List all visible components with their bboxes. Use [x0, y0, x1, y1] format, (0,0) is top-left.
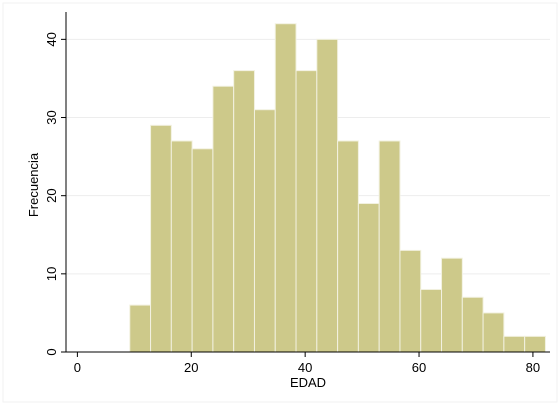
histogram-bar: [399, 249, 422, 353]
histogram-bar: [482, 312, 505, 353]
x-tick-label: 0: [74, 360, 81, 375]
axes: 0 10 20 30 40 0 20 40 60 80: [44, 12, 550, 375]
y-axis-label: Frecuencia: [26, 152, 41, 217]
histogram-bar: [357, 202, 380, 353]
histogram-bar: [191, 148, 214, 353]
histogram-bar: [295, 70, 318, 353]
bars: [129, 23, 546, 353]
x-axis-label: EDAD: [290, 375, 326, 390]
y-tick-label: 20: [44, 188, 59, 202]
histogram-bar: [212, 85, 235, 353]
x-tick-label: 80: [526, 360, 540, 375]
histogram-bar: [150, 124, 172, 353]
histogram-bar: [253, 109, 276, 353]
histogram-bar: [441, 257, 463, 353]
histogram-bar: [274, 23, 297, 353]
y-tick-label: 10: [44, 267, 59, 281]
histogram-bar: [170, 140, 193, 353]
y-tick-label: 0: [44, 348, 59, 355]
histogram-bar: [503, 335, 526, 353]
histogram-bar: [461, 296, 484, 353]
x-tick-label: 40: [298, 360, 312, 375]
histogram-bar: [420, 288, 443, 353]
y-tick-label: 30: [44, 110, 59, 124]
histogram-bar: [129, 304, 152, 353]
histogram-bar: [337, 140, 359, 353]
histogram-bar: [524, 335, 546, 353]
x-tick-label: 60: [412, 360, 426, 375]
x-tick-label: 20: [184, 360, 198, 375]
histogram-bar: [378, 140, 401, 353]
histogram-bar: [316, 38, 339, 353]
y-tick-label: 40: [44, 32, 59, 46]
histogram-bar: [233, 70, 255, 353]
